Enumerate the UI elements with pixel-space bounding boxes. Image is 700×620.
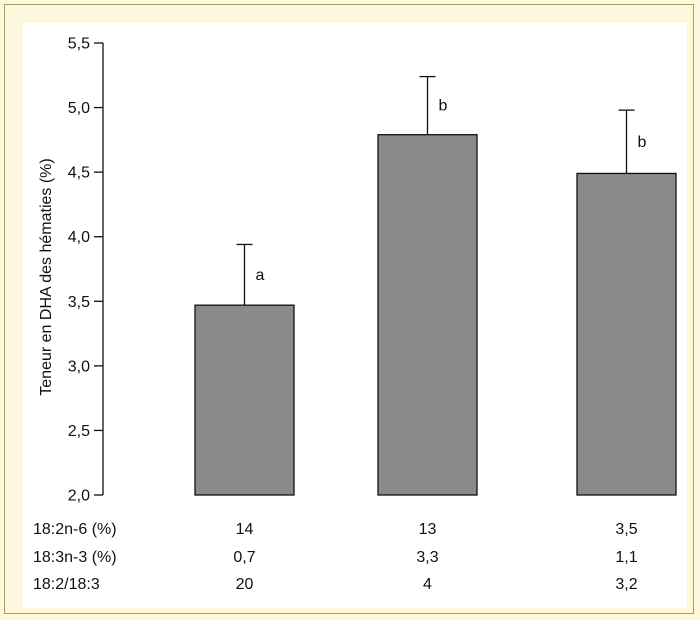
significance-letter: b: [439, 98, 448, 115]
table-cell: 3,2: [615, 576, 637, 593]
y-tick-label: 2,5: [68, 423, 90, 440]
table-cell: 3,3: [416, 549, 438, 566]
bar-chart: 2,0 2,5 3,0 3,5 4,0 4,5 5,0 5,5 Teneur en DHA de…: [33, 36, 677, 593]
y-axis-title: Teneur en DHA des hématies (%): [38, 158, 55, 395]
table-cell: 0,7: [233, 549, 255, 566]
table-cell: 14: [236, 521, 254, 538]
table-cell: 20: [236, 576, 254, 593]
y-tick-label: 5,0: [68, 100, 90, 117]
y-tick-label: 4,5: [68, 165, 90, 182]
y-tick-label: 4,0: [68, 229, 90, 246]
significance-letter: b: [638, 134, 647, 151]
table-row-label: 18:2/18:3: [33, 576, 100, 593]
y-tick-label: 5,5: [68, 36, 90, 53]
bar: [576, 172, 677, 496]
table-cell: 13: [419, 521, 437, 538]
y-tick-label: 3,0: [68, 358, 90, 375]
significance-letter: a: [256, 267, 265, 284]
table-cell: 4: [423, 576, 432, 593]
table-row-label: 18:2n-6 (%): [33, 521, 117, 538]
table-cell: 1,1: [615, 549, 637, 566]
y-tick-label: 3,5: [68, 294, 90, 311]
figure-frame: 2,0 2,5 3,0 3,5 4,0 4,5 5,0 5,5 Teneur en DHA de…: [4, 4, 694, 614]
table-cell: 3,5: [615, 521, 637, 538]
y-tick-label: 2,0: [68, 488, 90, 505]
bar: [377, 134, 478, 496]
chart-panel: 2,0 2,5 3,0 3,5 4,0 4,5 5,0 5,5 Teneur en DHA de…: [23, 23, 687, 608]
table-row-label: 18:3n-3 (%): [33, 549, 117, 566]
bar: [194, 304, 295, 496]
